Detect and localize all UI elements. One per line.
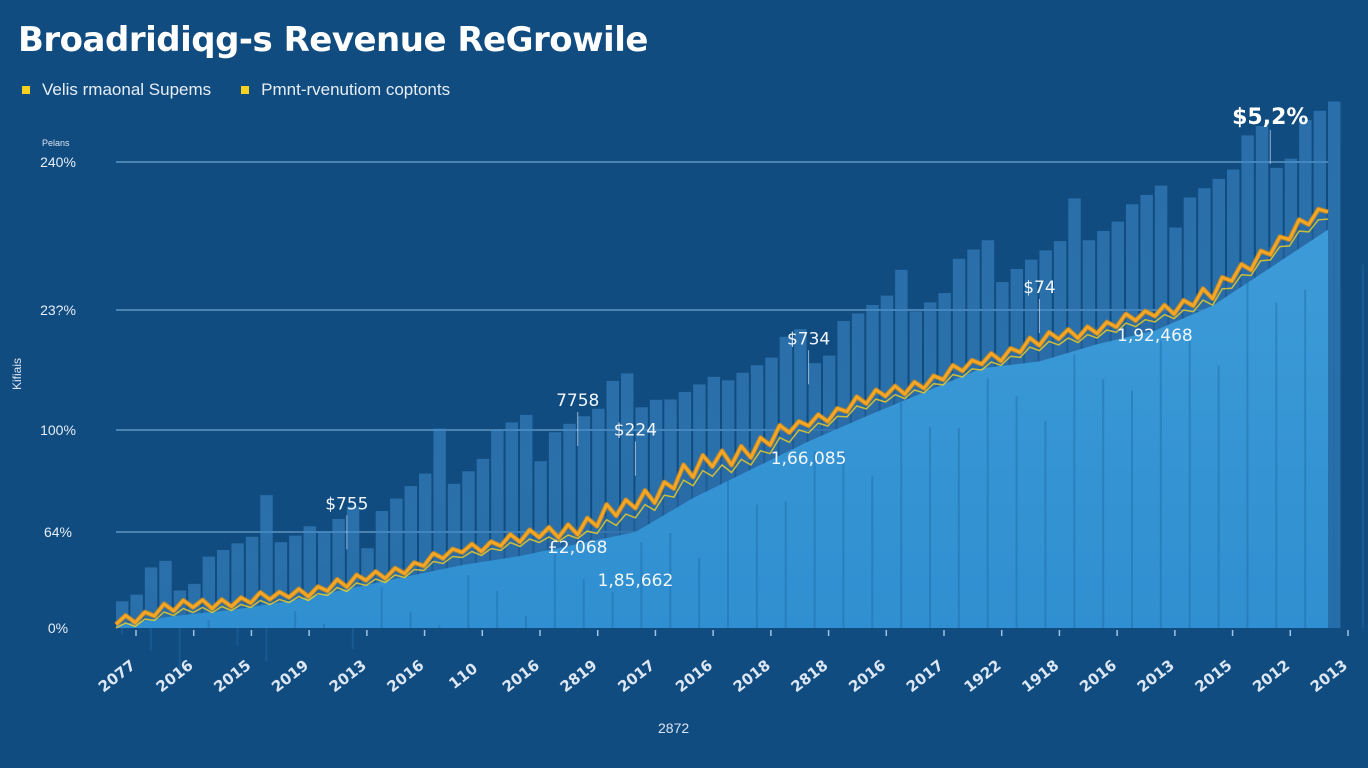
x-tick-label: 2818 (788, 656, 832, 696)
x-tick-label: 2016 (499, 656, 543, 696)
x-tick-label: 2013 (1307, 656, 1351, 696)
data-label: $755 (325, 494, 368, 514)
legend-label-2: Pmnt-rvenutiom coptonts (261, 80, 451, 99)
revenue-line-secondary (115, 218, 1329, 629)
y-tick-label: 100% (40, 422, 76, 438)
bar (1328, 101, 1341, 628)
x-tick-label: 2016 (845, 656, 889, 696)
legend-swatch-2 (241, 86, 250, 94)
x-tick-label: 1918 (1018, 656, 1062, 696)
y-tick-label: 64% (44, 524, 72, 540)
legend-label-1: Velis rmaonal Supems (42, 80, 212, 99)
base-area-fill (116, 229, 1328, 628)
x-tick-label: 2013 (1134, 656, 1178, 696)
x-axis-ticks: 2077 2016 2015 2019 2013 2016 110 2016 2819 2017 2… (95, 630, 1351, 696)
x-tick-label: 1922 (961, 656, 1005, 696)
x-tick-label: 2015 (1192, 656, 1236, 696)
data-label: $74 (1023, 278, 1055, 298)
chart-title: Broadridiqg-s Revenue ReGrowile (18, 20, 648, 60)
x-tick-label: 2018 (730, 656, 774, 696)
y-axis-ticks: 0% 64% 100% 23?% 240% (40, 154, 76, 636)
x-tick-label: 2013 (326, 656, 370, 696)
data-label: £2,068 (548, 538, 607, 558)
x-tick-label: 2012 (1249, 656, 1293, 696)
data-label: $224 (614, 421, 657, 441)
x-tick-label: 2019 (268, 656, 312, 696)
annotations: $755 $224 1,85,662 7758 £2,068 $734 1,66,085 $7… (325, 105, 1308, 591)
y-tick-label: 23?% (40, 302, 76, 318)
y-tick-label: 240% (40, 154, 76, 170)
x-axis-label: 2872 (658, 720, 690, 736)
x-tick-label: 2016 (1076, 656, 1120, 696)
y-axis-unit-label: Pelans (42, 138, 70, 148)
x-tick-label: 2017 (903, 656, 947, 696)
data-label: 1,66,085 (771, 449, 847, 469)
legend: Velis rmaonal Supems Pmnt-rvenutiom copt… (22, 80, 450, 100)
x-tick-label: 2015 (210, 656, 254, 696)
x-tick-label: 2819 (557, 656, 601, 696)
data-label: 7758 (556, 391, 599, 411)
x-tick-label: 110 (445, 659, 481, 692)
data-label: $5,2% (1232, 105, 1308, 130)
base-area (116, 229, 1364, 676)
x-tick-label: 2016 (384, 656, 428, 696)
y-tick-label: 0% (48, 620, 68, 636)
legend-item-2: Pmnt-rvenutiom coptonts (241, 80, 450, 100)
data-label: 1,85,662 (598, 571, 674, 591)
x-tick-label: 2016 (153, 656, 197, 696)
line-series (114, 206, 1329, 629)
x-tick-label: 2016 (672, 656, 716, 696)
revenue-line (114, 207, 1329, 626)
data-label: $734 (787, 329, 830, 349)
data-label: 1,92,468 (1117, 326, 1193, 346)
x-tick-label: 2017 (614, 656, 658, 696)
legend-item-1: Velis rmaonal Supems (22, 80, 211, 100)
x-tick-label: 2077 (95, 656, 139, 696)
legend-swatch-1 (22, 86, 30, 94)
